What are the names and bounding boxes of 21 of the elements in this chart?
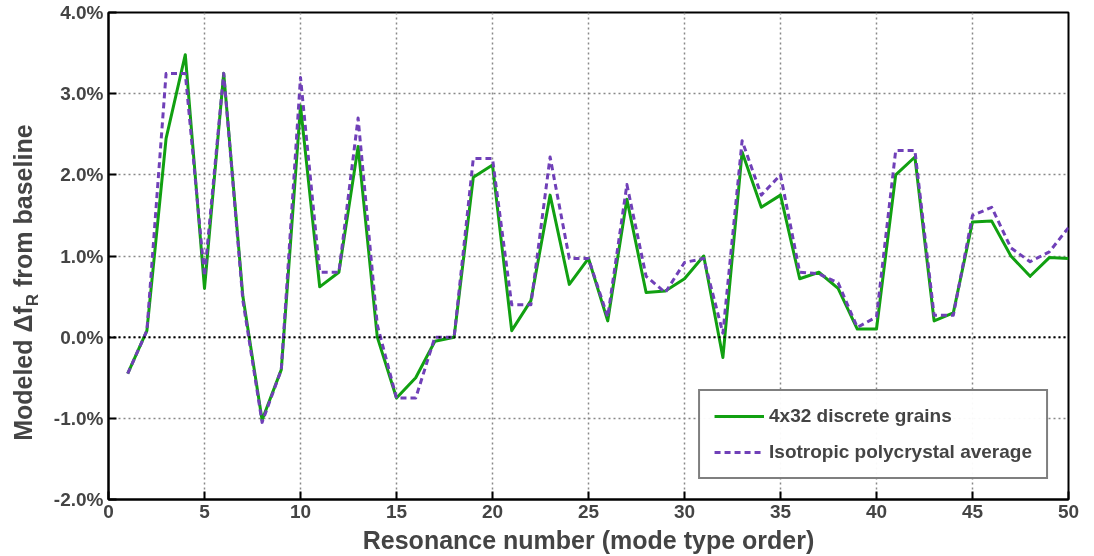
- x-tick-label: 10: [289, 500, 312, 522]
- x-tick-label: 50: [1057, 500, 1080, 522]
- x-tick-label: 35: [769, 500, 792, 522]
- x-axis-title: Resonance number (mode type order): [362, 525, 815, 554]
- y-tick-label: 3.0%: [60, 83, 104, 105]
- x-tick-label: 15: [385, 500, 408, 522]
- y-tick-label: -2.0%: [53, 489, 104, 510]
- x-tick-label: 25: [577, 500, 600, 522]
- x-tick-label: 30: [673, 500, 696, 522]
- x-tick-label: 5: [199, 500, 211, 522]
- y-tick-label: 1.0%: [60, 245, 104, 267]
- x-tick-label: 45: [961, 500, 984, 522]
- legend-label: 4x32 discrete grains: [769, 405, 952, 427]
- y-tick-label: -1.0%: [53, 407, 104, 429]
- x-tick-label: 0: [103, 500, 114, 522]
- y-tick-label: 0.0%: [60, 326, 104, 348]
- y-tick-label: 4.0%: [60, 2, 104, 23]
- legend-label: Isotropic polycrystal average: [769, 441, 1032, 463]
- y-tick-label: 2.0%: [60, 164, 104, 186]
- x-tick-label: 40: [865, 500, 888, 522]
- x-tick-label: 20: [481, 500, 504, 522]
